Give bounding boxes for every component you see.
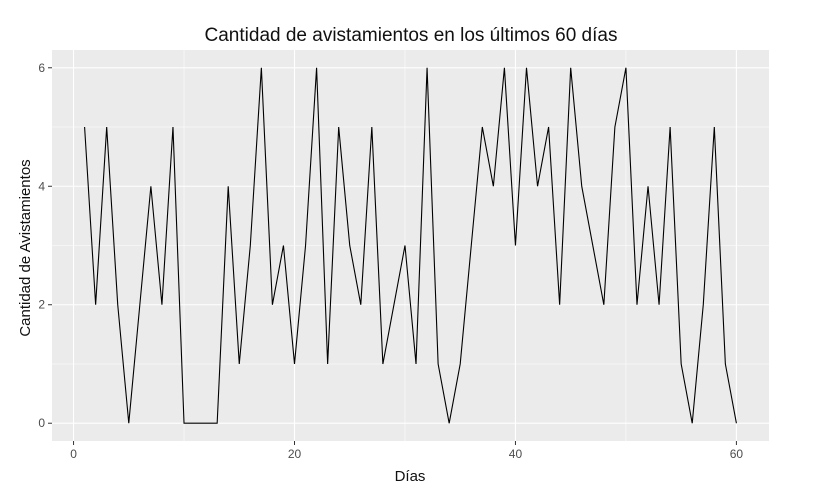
gridlines	[52, 50, 769, 441]
data-point	[94, 303, 98, 307]
data-point	[436, 362, 440, 366]
data-point	[370, 125, 374, 129]
data-point	[215, 421, 219, 425]
data-point	[193, 421, 197, 425]
data-point	[469, 244, 473, 248]
data-point	[591, 244, 595, 248]
x-tick-label: 20	[288, 447, 302, 461]
data-point	[248, 244, 252, 248]
data-point	[513, 244, 517, 248]
x-axis-title: Días	[395, 468, 426, 485]
y-axis-title: Cantidad de Avistamientos	[17, 159, 34, 336]
data-point	[646, 184, 650, 188]
data-point	[425, 66, 429, 70]
data-point	[381, 362, 385, 366]
data-point	[480, 125, 484, 129]
data-point	[558, 303, 562, 307]
data-point	[414, 362, 418, 366]
y-tick-label: 4	[38, 179, 45, 193]
y-tick-label: 2	[38, 298, 45, 312]
data-point	[712, 125, 716, 129]
data-point	[624, 66, 628, 70]
data-point	[348, 244, 352, 248]
data-point	[149, 184, 153, 188]
y-tick-label: 0	[38, 416, 45, 430]
data-point	[326, 362, 330, 366]
data-point	[105, 125, 109, 129]
x-tick-label: 40	[509, 447, 523, 461]
data-point	[635, 303, 639, 307]
data-point	[204, 421, 208, 425]
x-tick-label: 0	[70, 447, 77, 461]
data-point	[392, 303, 396, 307]
data-point	[127, 421, 131, 425]
series-line	[84, 67, 737, 424]
data-point	[547, 125, 551, 129]
data-point	[259, 66, 263, 70]
data-point	[491, 184, 495, 188]
data-point	[304, 244, 308, 248]
data-point	[679, 362, 683, 366]
data-point	[657, 303, 661, 307]
data-point	[580, 184, 584, 188]
data-point	[690, 421, 694, 425]
data-point	[171, 125, 175, 129]
data-point	[270, 303, 274, 307]
data-point	[569, 66, 573, 70]
data-point	[502, 66, 506, 70]
data-point	[458, 362, 462, 366]
data-point	[525, 66, 529, 70]
data-point	[668, 125, 672, 129]
data-point	[723, 362, 727, 366]
axis-ticks: 0 20 40 60 0 2 4 6	[38, 61, 743, 461]
data-point	[182, 421, 186, 425]
data-point	[447, 421, 451, 425]
data-point	[116, 303, 120, 307]
data-point	[83, 125, 87, 129]
data-point	[359, 303, 363, 307]
y-tick-label: 6	[38, 61, 45, 75]
data-point	[226, 184, 230, 188]
data-point	[315, 66, 319, 70]
data-point	[536, 184, 540, 188]
data-point	[237, 362, 241, 366]
data-point	[293, 362, 297, 366]
x-tick-label: 60	[730, 447, 744, 461]
data-point	[403, 244, 407, 248]
data-point	[602, 303, 606, 307]
data-point	[160, 303, 164, 307]
data-point	[281, 244, 285, 248]
data-point	[701, 303, 705, 307]
data-point	[337, 125, 341, 129]
chart-title: Cantidad de avistamientos en los últimos…	[205, 25, 618, 46]
data-point	[734, 421, 738, 425]
data-point	[613, 125, 617, 129]
series-sightings	[83, 66, 738, 425]
data-point	[138, 303, 142, 307]
